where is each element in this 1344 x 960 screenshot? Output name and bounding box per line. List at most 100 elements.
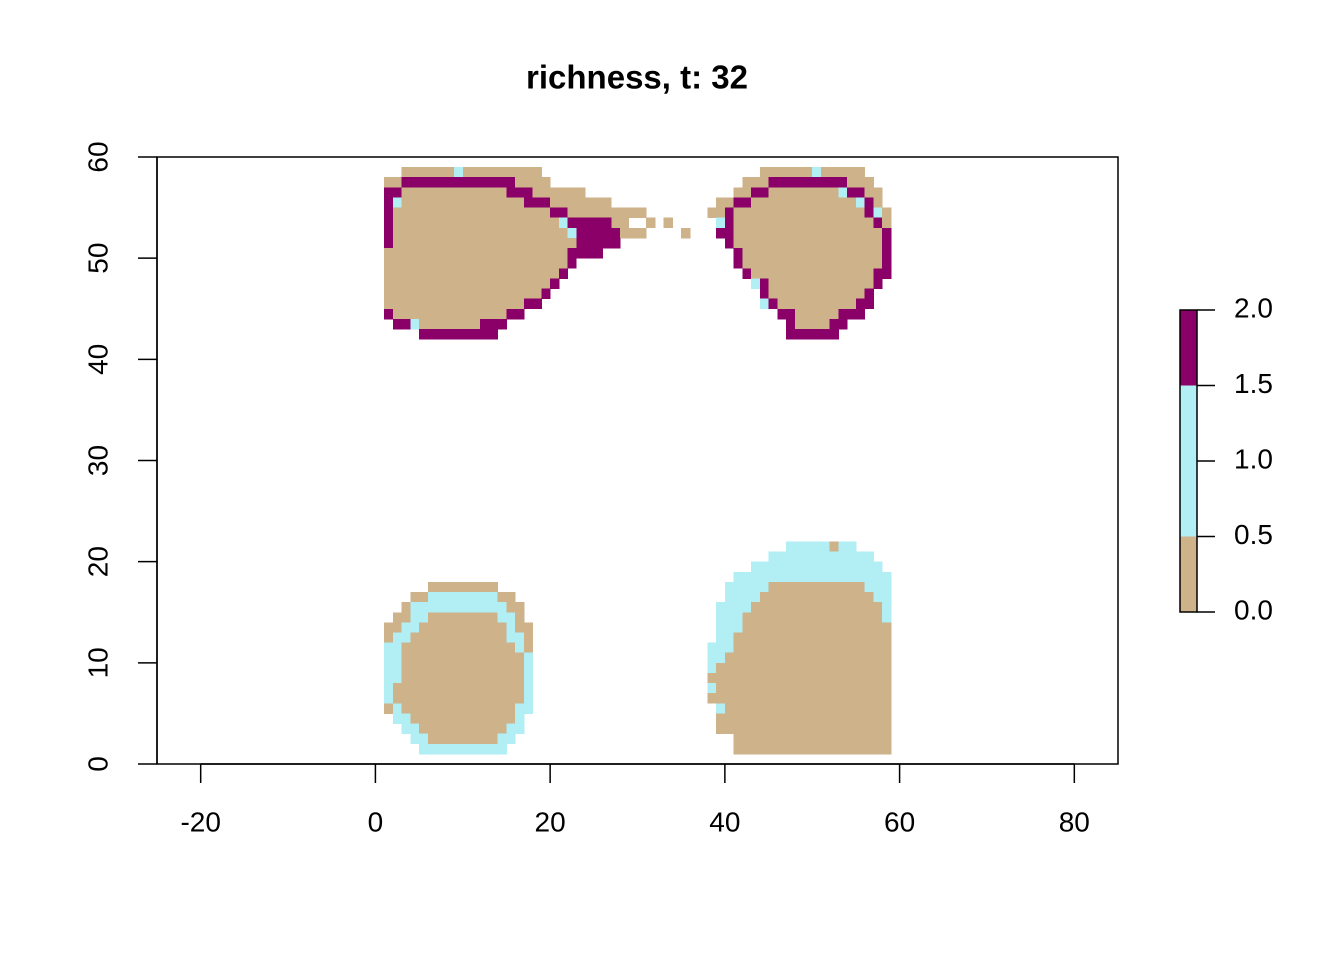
raster-cell bbox=[794, 207, 804, 219]
raster-cell bbox=[471, 207, 481, 219]
raster-cell bbox=[777, 592, 787, 603]
raster-cell bbox=[585, 207, 595, 219]
raster-cell bbox=[567, 197, 577, 208]
raster-cell bbox=[506, 622, 516, 633]
raster-cell bbox=[751, 217, 761, 229]
raster-cell bbox=[855, 672, 866, 684]
raster-cell bbox=[777, 167, 787, 178]
raster-cell bbox=[427, 672, 437, 684]
raster-cell bbox=[462, 652, 472, 664]
raster-cell bbox=[471, 258, 481, 269]
raster-cell bbox=[751, 248, 761, 259]
raster-cell bbox=[829, 227, 839, 239]
raster-cell bbox=[777, 237, 787, 249]
raster-cell bbox=[838, 733, 848, 745]
raster-cell bbox=[855, 308, 866, 320]
raster-cell bbox=[733, 723, 743, 735]
raster-cell bbox=[829, 237, 839, 249]
raster-cell bbox=[759, 278, 769, 289]
raster-cell bbox=[751, 237, 761, 249]
raster-cell bbox=[777, 642, 787, 654]
raster-cell bbox=[882, 743, 892, 755]
raster-cell bbox=[392, 268, 403, 279]
raster-cell bbox=[532, 187, 542, 198]
raster-cell bbox=[864, 713, 874, 724]
raster-cell bbox=[786, 602, 796, 613]
raster-cell bbox=[742, 693, 752, 704]
raster-cell bbox=[820, 592, 831, 603]
raster-cell bbox=[742, 592, 752, 603]
raster-cell bbox=[777, 278, 787, 289]
raster-cell bbox=[497, 632, 507, 643]
raster-cell bbox=[882, 217, 892, 229]
raster-cell bbox=[855, 551, 866, 563]
raster-cell bbox=[873, 632, 883, 643]
raster-cell bbox=[628, 227, 638, 239]
raster-cell bbox=[550, 227, 560, 239]
raster-cell bbox=[523, 298, 534, 310]
raster-cell bbox=[847, 713, 857, 724]
raster-cell bbox=[759, 268, 769, 279]
raster-cell bbox=[759, 581, 769, 593]
raster-cell bbox=[410, 268, 420, 279]
raster-cell bbox=[733, 207, 743, 219]
raster-cell bbox=[515, 177, 525, 188]
raster-cell bbox=[873, 207, 883, 219]
raster-cell bbox=[427, 581, 437, 593]
raster-cell bbox=[855, 632, 866, 643]
raster-cell bbox=[829, 571, 839, 583]
raster-cell bbox=[855, 207, 866, 219]
raster-cell bbox=[716, 703, 726, 714]
raster-cell bbox=[812, 268, 822, 279]
raster-cell bbox=[445, 612, 455, 623]
raster-cell bbox=[392, 672, 403, 684]
raster-cell bbox=[829, 187, 839, 198]
raster-cell bbox=[812, 733, 822, 745]
raster-cell bbox=[759, 733, 769, 745]
raster-cell bbox=[759, 713, 769, 724]
raster-cell bbox=[523, 217, 534, 229]
raster-cell bbox=[829, 662, 839, 674]
raster-cell bbox=[471, 227, 481, 239]
raster-cell bbox=[847, 248, 857, 259]
raster-cell bbox=[873, 592, 883, 603]
raster-cell bbox=[751, 693, 761, 704]
raster-cell bbox=[847, 167, 857, 178]
raster-cell bbox=[829, 197, 839, 208]
raster-cell bbox=[733, 197, 743, 208]
raster-cell bbox=[873, 602, 883, 613]
raster-cell bbox=[742, 642, 752, 654]
raster-cell bbox=[812, 622, 822, 633]
raster-cell bbox=[392, 703, 403, 714]
raster-cell bbox=[663, 217, 673, 229]
raster-cell bbox=[855, 268, 866, 279]
raster-cell bbox=[864, 551, 874, 563]
raster-cell bbox=[803, 713, 813, 724]
raster-cell bbox=[847, 207, 857, 219]
raster-cell bbox=[803, 308, 813, 320]
raster-cell bbox=[427, 288, 437, 300]
raster-cell bbox=[488, 227, 499, 239]
raster-cell bbox=[794, 723, 804, 735]
raster-cell bbox=[786, 683, 796, 694]
raster-cell bbox=[515, 278, 525, 289]
raster-cell bbox=[427, 177, 437, 188]
raster-cell bbox=[786, 571, 796, 583]
raster-cell bbox=[480, 713, 490, 724]
raster-cell bbox=[480, 602, 490, 613]
raster-cell bbox=[873, 622, 883, 633]
raster-cell bbox=[829, 298, 839, 310]
raster-cell bbox=[742, 237, 752, 249]
raster-cell bbox=[567, 217, 577, 229]
raster-cell bbox=[864, 237, 874, 249]
raster-cell bbox=[724, 652, 734, 664]
raster-cell bbox=[497, 672, 507, 684]
raster-cell bbox=[724, 197, 734, 208]
raster-cell bbox=[786, 713, 796, 724]
raster-cell bbox=[445, 258, 455, 269]
raster-cell bbox=[488, 318, 499, 330]
raster-cell bbox=[768, 571, 778, 583]
raster-cell bbox=[419, 298, 429, 310]
raster-cell bbox=[419, 662, 429, 674]
